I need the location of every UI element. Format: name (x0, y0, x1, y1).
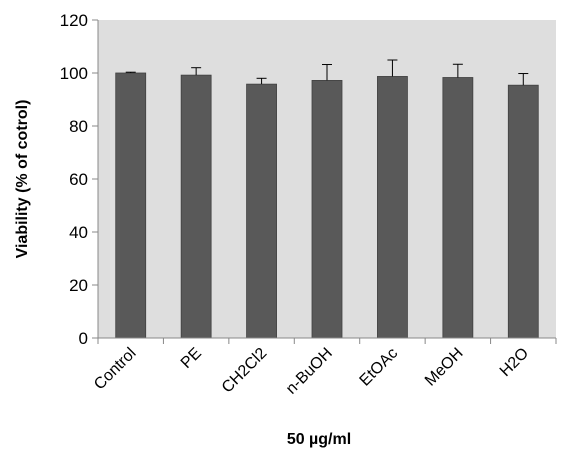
x-tick-label: MeOH (422, 345, 467, 390)
y-axis-title: Viability (% of cotrol) (14, 100, 31, 259)
x-tick-label: n-BuOH (283, 345, 336, 398)
bar (442, 77, 474, 339)
bar (377, 76, 408, 339)
bar (311, 80, 343, 339)
bars-group (115, 72, 539, 339)
y-tick-label: 40 (69, 223, 88, 242)
x-axis-title: 50 µg/ml (287, 431, 351, 448)
error-bars-group (125, 59, 529, 86)
bar (180, 74, 212, 339)
y-tick-label: 20 (69, 276, 88, 295)
bar (507, 84, 539, 339)
bar (246, 83, 277, 339)
y-tick-label: 0 (79, 329, 88, 348)
x-tick-label: Control (91, 345, 139, 393)
axes-group (92, 19, 557, 344)
y-tick-label: 80 (69, 117, 88, 136)
bar (115, 72, 147, 339)
x-tick-label: CH2Cl2 (219, 345, 271, 397)
x-tick-label: PE (178, 345, 205, 372)
y-tick-label: 120 (60, 11, 88, 30)
x-tick-label: EtOAc (357, 345, 402, 390)
y-tick-label: 100 (60, 64, 88, 83)
y-tick-label: 60 (69, 170, 88, 189)
x-tick-label: H2O (497, 345, 532, 380)
